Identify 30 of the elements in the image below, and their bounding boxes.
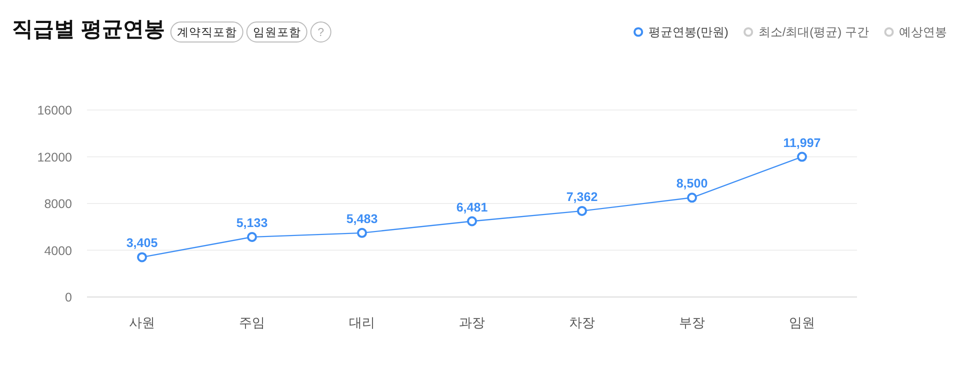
data-label: 7,362 [566, 190, 598, 204]
point [137, 252, 147, 262]
data-label: 5,133 [236, 216, 268, 230]
x-tick-label: 부장 [679, 315, 705, 330]
data-label: 11,997 [783, 136, 821, 150]
point [357, 228, 367, 238]
data-label: 6,481 [456, 200, 488, 214]
legend-label: 평균연봉(만원) [648, 25, 728, 39]
point [467, 216, 477, 226]
x-tick-label: 주임 [239, 315, 265, 330]
x-tick-label: 차장 [569, 315, 595, 330]
x-tick-label: 사원 [129, 315, 155, 330]
chart-title: 직급별 평균연봉 [12, 18, 165, 41]
x-tick-label: 대리 [349, 315, 375, 330]
y-tick-label: 8000 [44, 197, 72, 211]
data-label: 8,500 [676, 176, 708, 191]
point [247, 232, 257, 242]
x-tick-label: 과장 [459, 315, 485, 330]
data-label: 5,483 [346, 212, 378, 226]
y-tick-label: 4000 [44, 244, 72, 258]
x-tick-label: 임원 [789, 315, 815, 330]
legend-label: 최소/최대(평균) 구간 [758, 25, 869, 39]
point [687, 192, 697, 203]
y-tick-label: 12000 [37, 150, 72, 164]
y-tick-label: 0 [65, 290, 72, 304]
data-label: 3,405 [126, 236, 158, 250]
legend-label: 예상연봉 [899, 25, 947, 39]
y-tick-label: 16000 [37, 104, 72, 118]
point [577, 206, 587, 216]
point [797, 152, 807, 162]
